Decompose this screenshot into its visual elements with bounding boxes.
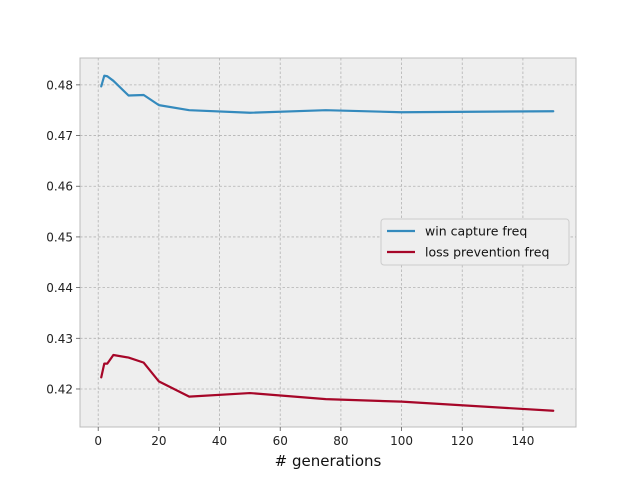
series-line-win-capture-freq: [100, 74, 555, 114]
y-tick-label: 0.43: [46, 332, 73, 346]
y-tick-label: 0.44: [46, 281, 73, 295]
x-tick-label: 140: [511, 434, 534, 448]
axis-ticks: 0 20 40 60 80 100 120 140 0.42 0.43 0.44 0.45 0.46 0.…: [46, 78, 534, 448]
x-axis-label: # generations: [275, 452, 382, 470]
legend-label-loss-prevention: loss prevention freq: [425, 245, 549, 260]
y-tick-label: 0.45: [46, 230, 73, 244]
y-tick-label: 0.47: [46, 129, 73, 143]
legend: win capture freq loss prevention freq: [380, 218, 570, 266]
y-tick-label: 0.48: [46, 78, 73, 92]
legend-box: [380, 218, 570, 266]
x-tick-label: 0: [94, 434, 102, 448]
x-tick-label: 40: [212, 434, 227, 448]
x-tick-label: 80: [333, 434, 348, 448]
x-tick-label: 20: [151, 434, 166, 448]
y-tick-label: 0.46: [46, 180, 73, 194]
x-tick-label: 100: [390, 434, 413, 448]
x-tick-label: 60: [273, 434, 288, 448]
y-tick-label: 0.42: [46, 382, 73, 396]
series-line-loss-prevention-freq: [100, 353, 555, 412]
grid-lines: [80, 58, 576, 427]
x-tick-label: 120: [451, 434, 474, 448]
legend-label-win-capture: win capture freq: [425, 224, 527, 239]
series-lines: [100, 74, 555, 412]
